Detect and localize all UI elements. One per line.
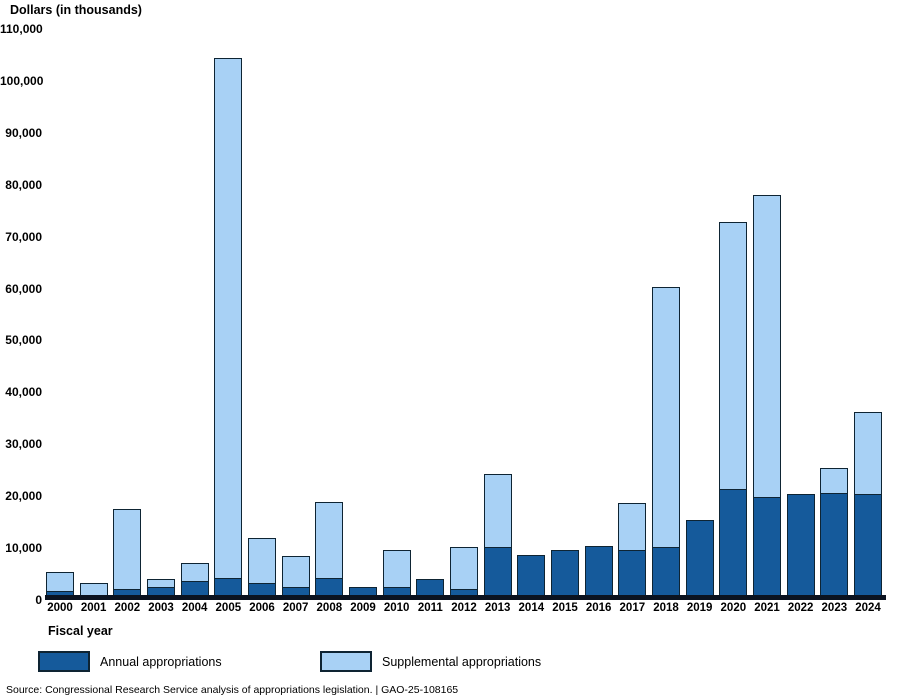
x-tick-label-2009: 2009 [350,602,376,614]
annual-color-swatch [38,651,90,672]
x-tick-label-2015: 2015 [552,602,578,614]
bar-segment-supplemental-2004 [180,563,209,582]
bar-2014 [517,555,546,600]
bar-segment-supplemental-2013 [483,474,512,548]
bar-2017 [618,503,647,600]
bar-segment-annual-2021 [753,498,781,600]
bar-2018 [652,287,680,600]
bar-segment-annual-2019 [685,520,714,600]
bar-segment-annual-2024 [854,495,882,600]
bar-2020 [719,222,748,600]
bar-segment-supplemental-2008 [315,502,344,579]
bar-segment-supplemental-2007 [281,556,310,588]
bar-2005 [214,58,243,600]
bar-2015 [551,550,579,600]
bar-segment-supplemental-2017 [618,503,647,551]
bar-segment-supplemental-2024 [854,412,882,495]
bar-2002 [113,509,142,600]
bar-2010 [382,550,411,600]
bar-2007 [281,556,310,600]
bar-segment-supplemental-2000 [46,572,74,592]
legend-item-annual: Annual appropriations [38,651,222,672]
y-tick-label: 50,000 [5,333,42,348]
x-tick-label-2002: 2002 [114,602,141,614]
x-axis-line [45,595,886,600]
x-tick-label-2005: 2005 [215,602,242,614]
bar-segment-annual-2020 [719,490,748,600]
plot-area [46,29,885,600]
x-tick-label-2001: 2001 [80,602,107,614]
x-tick-label-2014: 2014 [518,602,545,614]
bar-2012 [450,547,478,600]
x-tick-label-2016: 2016 [585,602,612,614]
source-note: Source: Congressional Research Service a… [6,684,459,696]
legend-label-supplemental: Supplemental appropriations [382,654,542,669]
x-tick-label-2021: 2021 [754,602,780,614]
legend: Annual appropriations Supplemental appro… [0,651,899,677]
bar-2006 [248,538,276,600]
bar-segment-annual-2013 [483,548,512,600]
x-tick-label-2020: 2020 [720,602,747,614]
bar-2016 [584,546,613,600]
x-tick-label-2011: 2011 [417,602,443,614]
y-axis-title: Dollars (in thousands) [10,3,142,17]
bar-2023 [820,468,849,600]
bar-segment-supplemental-2003 [147,579,175,588]
bar-2008 [315,502,344,600]
x-tick-label-2019: 2019 [686,602,713,614]
y-tick-label: 80,000 [5,177,42,192]
bar-segment-annual-2014 [517,555,546,600]
bar-2024 [854,412,882,600]
bar-segment-supplemental-2023 [820,468,849,494]
x-tick-label-2024: 2024 [855,602,881,614]
y-tick-label: 30,000 [5,437,42,452]
x-tick-label-2003: 2003 [148,602,174,614]
x-tick-label-2013: 2013 [484,602,511,614]
legend-item-supplemental: Supplemental appropriations [320,651,541,672]
x-tick-label-2007: 2007 [282,602,309,614]
bar-segment-supplemental-2006 [248,538,276,584]
bar-segment-supplemental-2010 [382,550,411,588]
bar-segment-annual-2016 [584,546,613,600]
bar-segment-annual-2018 [652,548,680,600]
bar-segment-annual-2023 [820,494,849,600]
bar-2022 [786,494,815,600]
bar-segment-annual-2022 [786,494,815,600]
legend-label-annual: Annual appropriations [100,654,222,669]
y-tick-label: 90,000 [5,125,42,140]
x-tick-label-2012: 2012 [451,602,477,614]
bar-2013 [483,474,512,600]
y-tick-label: 0 [35,593,42,607]
x-tick-label-2010: 2010 [383,602,410,614]
y-tick-label: 40,000 [5,385,42,400]
x-tick-label-2000: 2000 [47,602,73,614]
bar-segment-supplemental-2020 [719,222,748,490]
x-tick-label-2023: 2023 [821,602,848,614]
y-tick-label: 20,000 [5,489,42,504]
x-axis-title: Fiscal year [48,624,113,638]
y-tick-label: 100,000 [0,73,44,88]
bar-segment-supplemental-2005 [214,58,243,579]
x-tick-label-2006: 2006 [249,602,275,614]
bar-2019 [685,520,714,600]
x-tick-label-2008: 2008 [316,602,343,614]
bar-segment-supplemental-2012 [450,547,478,590]
y-tick-label: 60,000 [5,281,42,296]
bar-segment-supplemental-2021 [753,195,781,498]
supplemental-color-swatch [320,651,372,672]
y-tick-label: 110,000 [0,22,43,36]
x-tick-label-2017: 2017 [619,602,646,614]
bar-segment-annual-2017 [618,551,647,600]
bar-segment-annual-2015 [551,550,579,600]
y-tick-label: 10,000 [5,541,42,556]
y-tick-label: 70,000 [5,229,42,244]
bar-2021 [753,195,781,600]
bar-segment-supplemental-2002 [113,509,142,590]
x-tick-label-2018: 2018 [653,602,679,614]
x-tick-label-2022: 2022 [787,602,814,614]
x-tick-label-2004: 2004 [181,602,208,614]
bar-segment-supplemental-2018 [652,287,680,548]
